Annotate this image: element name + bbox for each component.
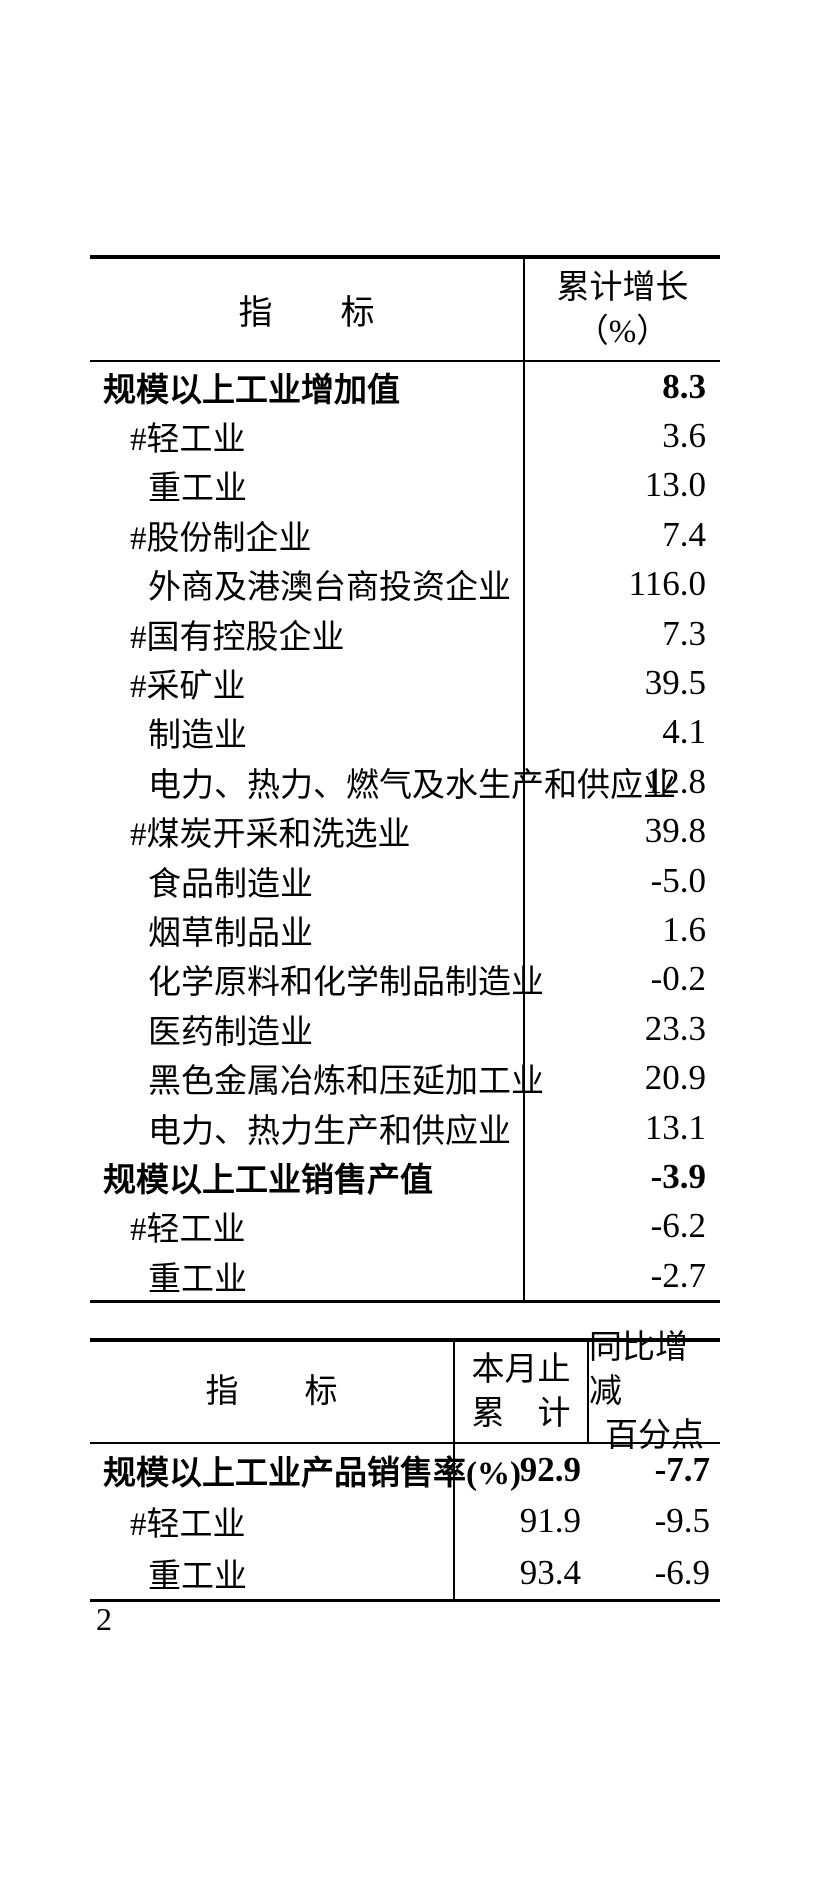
indicator-cell: #轻工业	[130, 422, 246, 459]
table2-header-row: 指 标 本月止 累 计 同比增减 百分点	[90, 1330, 720, 1454]
indicator-cell: #轻工业	[130, 1212, 246, 1249]
table-row: #煤炭开采和洗选业 39.8	[90, 806, 720, 856]
value-cell: 4.1	[523, 707, 720, 758]
table-row: 黑色金属冶炼和压延加工业 20.9	[90, 1053, 720, 1103]
indicator-cell: 外商及港澳台商投资企业	[148, 570, 511, 607]
value-cell: 13.0	[523, 460, 720, 511]
value-cell: -6.2	[523, 1201, 720, 1252]
table-row: 重工业 13.0	[90, 460, 720, 511]
indicator-cell: #煤炭开采和洗选业	[130, 817, 411, 854]
indicator-cell: 医药制造业	[148, 1014, 313, 1051]
table-row: #轻工业 -6.2	[90, 1201, 720, 1252]
table-row: 医药制造业 23.3	[90, 1004, 720, 1054]
table1-value-header-line2: （%）	[575, 313, 670, 350]
cumulative-growth-table: 指 标 累计增长 （%） 规模以上工业增加值 8.3 #轻工业 3.6 重工业 …	[90, 255, 720, 1304]
page-number: 2	[96, 1601, 112, 1637]
indicator-cell: 规模以上工业销售产值	[103, 1162, 433, 1199]
indicator-cell: 规模以上工业增加值	[103, 372, 400, 409]
table-row: 电力、热力、燃气及水生产和供应业 12.8	[90, 757, 720, 807]
table1-value-header: 累计增长 （%）	[523, 259, 720, 360]
table-row: 规模以上工业产品销售率(%) 92.9 -7.7	[90, 1444, 720, 1496]
table1-indicator-header: 指 标	[238, 295, 375, 332]
table-row: #采矿业 39.5	[90, 658, 720, 708]
indicator-cell: 规模以上工业产品销售率(%)	[103, 1455, 521, 1492]
value-cell: 7.4	[523, 510, 720, 560]
indicator-cell: 重工业	[148, 471, 247, 508]
yoy-value-cell: -6.9	[654, 1552, 710, 1592]
table-row: #轻工业 3.6	[90, 411, 720, 461]
value-cell: 116.0	[523, 559, 720, 609]
table-row: 制造业 4.1	[90, 707, 720, 758]
value-cell: -5.0	[523, 855, 720, 906]
table2-indicator-header: 指 标	[205, 1374, 338, 1410]
value-cell: 13.1	[523, 1102, 720, 1153]
table2-cumulative-header-line1: 本月止	[471, 1352, 571, 1388]
indicator-cell: 电力、热力生产和供应业	[148, 1113, 511, 1150]
indicator-cell: 食品制造业	[148, 866, 313, 903]
table2-yoy-header: 同比增减 百分点	[587, 1330, 720, 1454]
table-row: 烟草制品业 1.6	[90, 905, 720, 955]
indicator-cell: 重工业	[148, 1558, 247, 1595]
value-cell: 3.6	[523, 411, 720, 461]
indicator-cell: #采矿业	[130, 669, 246, 706]
value-cell: -2.7	[523, 1251, 720, 1301]
value-cell: 23.3	[523, 1004, 720, 1054]
indicator-cell: 黑色金属冶炼和压延加工业	[148, 1064, 544, 1101]
table-row: 重工业 93.4 -6.9	[90, 1547, 720, 1599]
indicator-cell: #股份制企业	[130, 520, 312, 557]
indicator-cell: 重工业	[148, 1261, 247, 1298]
yoy-value-cell: -9.5	[654, 1501, 710, 1541]
indicator-cell: 烟草制品业	[148, 915, 313, 952]
indicator-cell: 制造业	[148, 718, 247, 755]
table-row: 食品制造业 -5.0	[90, 855, 720, 906]
table-row: #轻工业 91.9 -9.5	[90, 1495, 720, 1548]
indicator-cell: 化学原料和化学制品制造业	[148, 965, 544, 1002]
value-cell: 7.3	[523, 608, 720, 659]
cumulative-value-cell: 92.9	[453, 1444, 587, 1496]
table-row: #国有控股企业 7.3	[90, 608, 720, 659]
value-cell: 1.6	[523, 905, 720, 955]
table2-yoy-header-line1: 同比增减	[589, 1330, 688, 1410]
table2-cumulative-header-line2: 累 计	[471, 1396, 571, 1432]
value-cell: -0.2	[523, 954, 720, 1005]
value-cell: 8.3	[523, 362, 720, 412]
table-row: 重工业 -2.7	[90, 1251, 720, 1301]
value-cell: 12.8	[523, 757, 720, 807]
table-row: 规模以上工业销售产值 -3.9	[90, 1152, 720, 1202]
table1-header-row: 指 标 累计增长 （%）	[90, 259, 720, 362]
indicator-cell: #国有控股企业	[130, 619, 345, 656]
cumulative-value-cell: 91.9	[453, 1495, 587, 1548]
table2-yoy-header-line2: 百分点	[605, 1418, 704, 1454]
table-row: 化学原料和化学制品制造业 -0.2	[90, 954, 720, 1005]
indicator-cell: #轻工业	[130, 1507, 246, 1544]
table-row: 电力、热力生产和供应业 13.1	[90, 1102, 720, 1153]
value-cell: 20.9	[523, 1053, 720, 1103]
table-row: 规模以上工业增加值 8.3	[90, 362, 720, 412]
value-cell: -3.9	[523, 1152, 720, 1202]
table1-value-header-line1: 累计增长	[556, 269, 689, 306]
sales-rate-table: 指 标 本月止 累 计 同比增减 百分点 规模以上工业产品销售率(%) 92.9…	[90, 1330, 720, 1602]
table-row: 外商及港澳台商投资企业 116.0	[90, 559, 720, 609]
yoy-value-cell: -7.7	[654, 1449, 710, 1489]
table2-cumulative-header: 本月止 累 计	[453, 1342, 587, 1442]
cumulative-value-cell: 93.4	[453, 1547, 587, 1599]
table-row: #股份制企业 7.4	[90, 510, 720, 560]
indicator-cell: 电力、热力、燃气及水生产和供应业	[148, 767, 676, 804]
value-cell: 39.8	[523, 806, 720, 856]
value-cell: 39.5	[523, 658, 720, 708]
